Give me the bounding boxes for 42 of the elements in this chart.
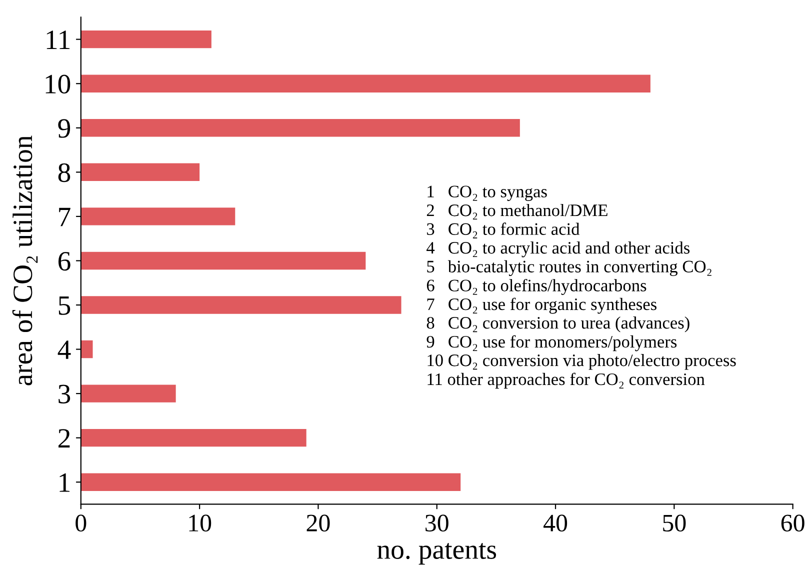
annotation: 8 CO₂ conversion to urea (advances) <box>426 316 690 332</box>
y-tick-label: 3 <box>58 384 70 404</box>
x-tick-label: 60 <box>781 514 804 532</box>
y-tick-label: 6 <box>58 252 70 271</box>
y-tick-label: 10 <box>46 74 70 94</box>
bar <box>80 473 461 491</box>
annotation: 7 CO₂ use for organic syntheses <box>427 298 656 314</box>
annotation: 10 CO₂ conversion via photo/electro process <box>428 354 736 370</box>
annotation: 5 bio-catalytic routes in converting CO₂ <box>427 260 712 276</box>
annotation: 3 CO₂ to formic acid <box>427 222 580 238</box>
annotation: 2 CO₂ to methanol/DME <box>426 204 608 220</box>
y-tick-label: 7 <box>59 208 70 226</box>
x-tick-label: 20 <box>306 514 330 532</box>
bar <box>80 119 520 137</box>
y-tick-label: 1 <box>60 473 70 492</box>
bar <box>80 208 236 226</box>
bar <box>80 428 306 447</box>
y-tick-label: 8 <box>58 163 70 182</box>
y-tick-label: 5 <box>58 296 70 315</box>
x-tick-label: 10 <box>189 514 212 532</box>
bar <box>80 252 366 270</box>
x-axis-title: no. patents <box>377 543 496 565</box>
x-tick-label: 50 <box>663 514 686 532</box>
y-tick-label: 11 <box>46 30 70 49</box>
bar <box>80 163 200 182</box>
y-axis-title: area of CO₂ utilization <box>12 136 38 386</box>
bar <box>80 340 93 358</box>
annotation: 4 CO₂ to acrylic acid and other acids <box>426 241 690 258</box>
y-tick-label: 4 <box>58 340 71 359</box>
x-tick-label: 40 <box>544 514 568 532</box>
bar <box>80 384 176 402</box>
bar <box>80 74 650 92</box>
x-tick-label: 0 <box>76 514 86 532</box>
bar <box>80 30 212 48</box>
bar <box>80 296 402 314</box>
annotation: 6 CO₂ to olefins/hydrocarbons <box>426 278 646 295</box>
x-tick-label: 30 <box>426 514 448 532</box>
annotation: 11 other approaches for CO₂ conversion <box>428 372 705 389</box>
annotation: 1 CO₂ to syngas <box>428 186 547 201</box>
annotation: 9 CO₂ use for monomers/polymers <box>426 335 677 352</box>
y-tick-label: 9 <box>58 119 70 138</box>
y-tick-label: 2 <box>58 429 70 448</box>
